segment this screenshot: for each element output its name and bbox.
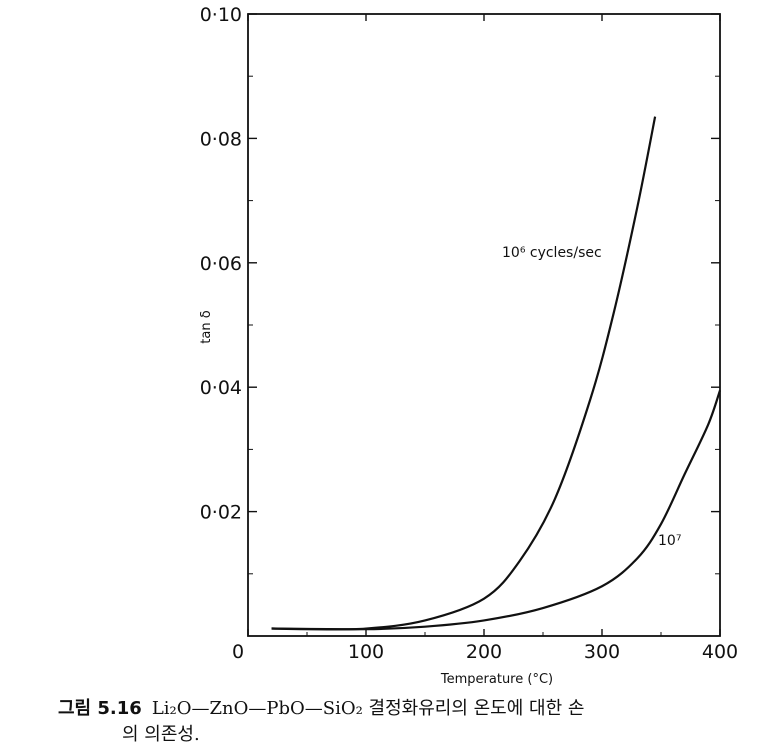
- series-line-0: [271, 116, 657, 631]
- x-axis-label: Temperature (°C): [440, 672, 553, 687]
- x-tick-label: 200: [466, 641, 502, 663]
- x-tick-label: 300: [584, 641, 620, 663]
- caption-line-1: Li₂O—ZnO—PbO—SiO₂ 결정화유리의 온도에 대한 손: [151, 698, 585, 719]
- figure-caption: 그림 5.16 Li₂O—ZnO—PbO—SiO₂ 결정화유리의 온도에 대한 손…: [58, 696, 763, 748]
- caption-line-2: 의 의존성.: [122, 724, 200, 745]
- plot-ticks: 01002003004000·020·040·060·080·100: [200, 4, 738, 663]
- y-tick-label: 0·02: [200, 502, 242, 524]
- series-label-10-6: 10⁶ cycles/sec: [502, 245, 602, 261]
- y-tick-label: 0·08: [200, 128, 242, 150]
- chart: 01002003004000·020·040·060·080·100 Tempe…: [199, 4, 738, 687]
- series-line-1: [271, 389, 722, 631]
- y-tick-label: 0·10: [200, 4, 242, 26]
- origin-label: 0: [232, 641, 244, 663]
- figure-number: 그림 5.16: [58, 698, 142, 719]
- series-label-10-7: 10⁷: [658, 533, 681, 549]
- y-tick-label: 0·06: [200, 253, 242, 275]
- x-tick-label: 100: [348, 641, 384, 663]
- x-tick-label: 400: [702, 641, 738, 663]
- plot-series: [271, 116, 722, 631]
- y-axis-label: tan δ: [199, 310, 214, 343]
- y-tick-label: 0·04: [200, 377, 242, 399]
